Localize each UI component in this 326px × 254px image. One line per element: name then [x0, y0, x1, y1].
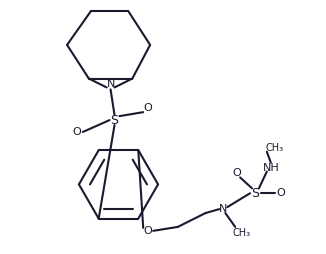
- Text: O: O: [233, 168, 242, 179]
- Text: CH₃: CH₃: [266, 143, 284, 153]
- Text: S: S: [111, 114, 119, 126]
- Text: N: N: [219, 204, 228, 214]
- Text: O: O: [276, 188, 285, 198]
- Text: O: O: [144, 226, 153, 236]
- Text: O: O: [144, 103, 153, 113]
- Text: NH: NH: [262, 163, 279, 172]
- Text: O: O: [73, 127, 81, 137]
- Text: CH₃: CH₃: [232, 228, 250, 238]
- Text: N: N: [106, 80, 115, 89]
- Text: S: S: [251, 187, 259, 200]
